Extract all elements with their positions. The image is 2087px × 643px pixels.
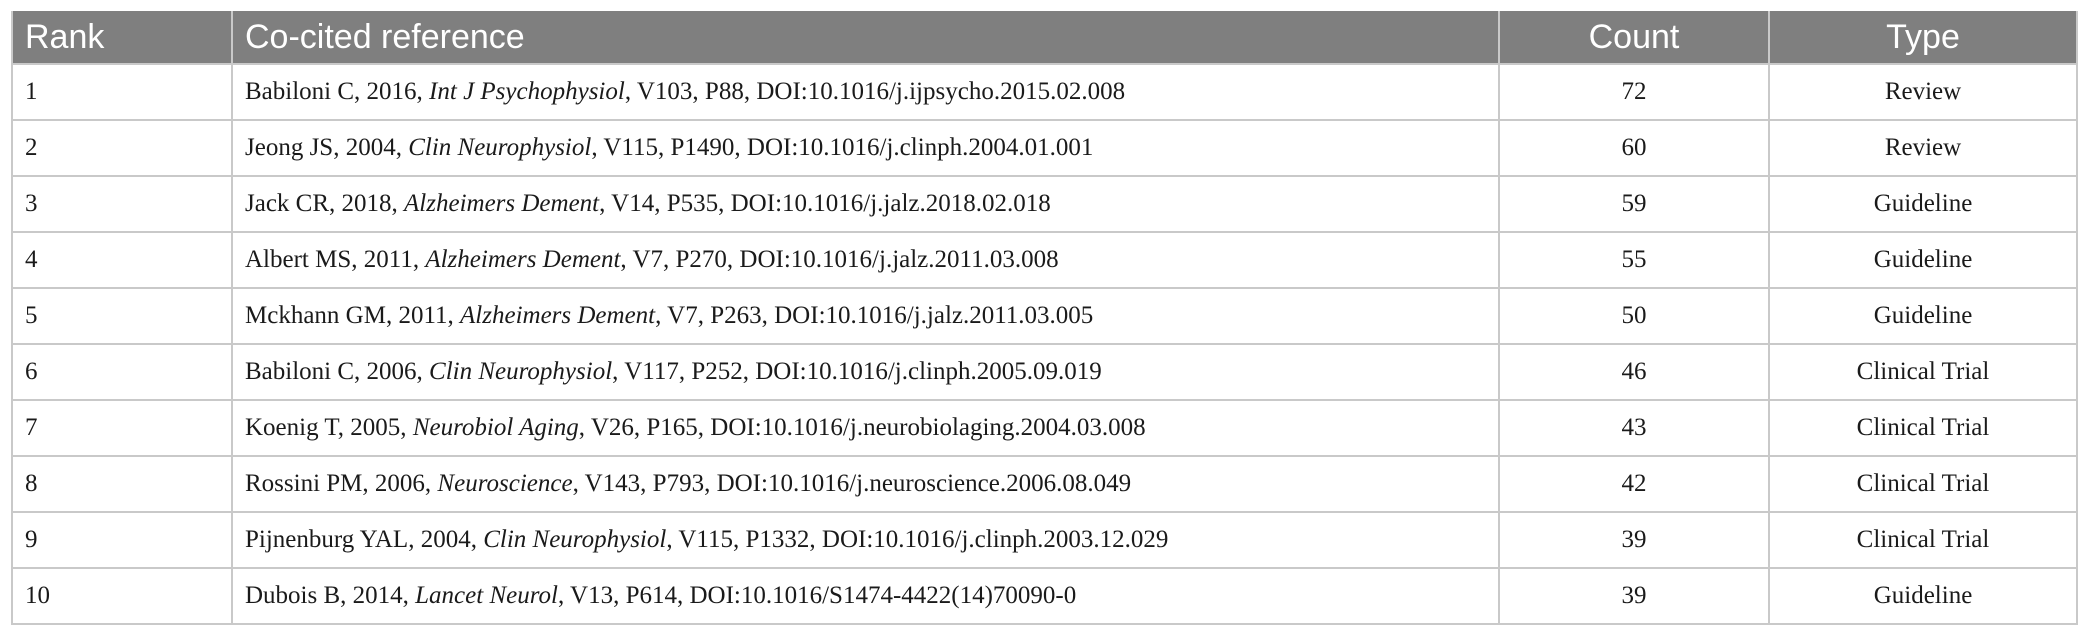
rank-cell: 3 xyxy=(11,175,233,233)
reference-journal: Int J Psychophysiol xyxy=(429,78,625,105)
rank-cell: 9 xyxy=(11,511,233,569)
co-cited-references-table-container: Rank Co-cited reference Count Type 1 Babi… xyxy=(11,11,2078,625)
table-row: 2 Jeong JS, 2004, Clin Neurophysiol, V115… xyxy=(11,119,2078,177)
rank-cell: 5 xyxy=(11,287,233,345)
rank-cell: 6 xyxy=(11,343,233,401)
reference-volume-page-doi: , V14, P535, DOI:10.1016/j.jalz.2018.02.… xyxy=(599,190,1051,217)
reference-journal: Alzheimers Dement xyxy=(425,246,621,273)
type-cell: Guideline xyxy=(1768,287,2078,345)
reference-author-year: Koenig T, 2005, xyxy=(245,414,413,441)
header-count: Count xyxy=(1498,11,1770,65)
reference-cell: Jack CR, 2018, Alzheimers Dement, V14, P… xyxy=(231,175,1500,233)
type-cell: Review xyxy=(1768,119,2078,177)
rank-cell: 7 xyxy=(11,399,233,457)
reference-volume-page-doi: , V7, P263, DOI:10.1016/j.jalz.2011.03.0… xyxy=(655,302,1094,329)
table-row: 6 Babiloni C, 2006, Clin Neurophysiol, V1… xyxy=(11,343,2078,401)
reference-volume-page-doi: , V115, P1490, DOI:10.1016/j.clinph.2004… xyxy=(591,134,1094,161)
type-cell: Clinical Trial xyxy=(1768,399,2078,457)
count-cell: 43 xyxy=(1498,399,1770,457)
count-cell: 60 xyxy=(1498,119,1770,177)
header-type: Type xyxy=(1768,11,2078,65)
rank-cell: 8 xyxy=(11,455,233,513)
reference-author-year: Albert MS, 2011, xyxy=(245,246,426,273)
type-cell: Review xyxy=(1768,63,2078,121)
table-row: 9 Pijnenburg YAL, 2004, Clin Neurophysiol… xyxy=(11,511,2078,569)
reference-volume-page-doi: , V7, P270, DOI:10.1016/j.jalz.2011.03.0… xyxy=(620,246,1059,273)
reference-journal: Neuroscience xyxy=(437,470,573,497)
reference-cell: Rossini PM, 2006, Neuroscience, V143, P7… xyxy=(231,455,1500,513)
count-cell: 50 xyxy=(1498,287,1770,345)
reference-author-year: Jeong JS, 2004, xyxy=(245,134,409,161)
table-row: 3 Jack CR, 2018, Alzheimers Dement, V14, … xyxy=(11,175,2078,233)
reference-cell: Dubois B, 2014, Lancet Neurol, V13, P614… xyxy=(231,567,1500,625)
reference-journal: Clin Neurophysiol xyxy=(408,134,592,161)
header-reference: Co-cited reference xyxy=(231,11,1500,65)
reference-journal: Lancet Neurol xyxy=(415,582,558,609)
type-cell: Guideline xyxy=(1768,175,2078,233)
reference-author-year: Mckhann GM, 2011, xyxy=(245,302,461,329)
reference-cell: Mckhann GM, 2011, Alzheimers Dement, V7,… xyxy=(231,287,1500,345)
rank-cell: 4 xyxy=(11,231,233,289)
count-cell: 39 xyxy=(1498,567,1770,625)
type-cell: Clinical Trial xyxy=(1768,343,2078,401)
reference-volume-page-doi: , V115, P1332, DOI:10.1016/j.clinph.2003… xyxy=(666,526,1169,553)
table-row: 8 Rossini PM, 2006, Neuroscience, V143, P… xyxy=(11,455,2078,513)
reference-volume-page-doi: , V143, P793, DOI:10.1016/j.neuroscience… xyxy=(572,470,1132,497)
reference-journal: Clin Neurophysiol xyxy=(429,358,613,385)
reference-cell: Babiloni C, 2016, Int J Psychophysiol, V… xyxy=(231,63,1500,121)
reference-author-year: Babiloni C, 2016, xyxy=(245,78,430,105)
header-rank: Rank xyxy=(11,11,233,65)
reference-journal: Alzheimers Dement xyxy=(404,190,600,217)
type-cell: Clinical Trial xyxy=(1768,455,2078,513)
table-row: 1 Babiloni C, 2016, Int J Psychophysiol, … xyxy=(11,63,2078,121)
reference-author-year: Rossini PM, 2006, xyxy=(245,470,438,497)
rank-cell: 10 xyxy=(11,567,233,625)
table-row: 4 Albert MS, 2011, Alzheimers Dement, V7,… xyxy=(11,231,2078,289)
type-cell: Clinical Trial xyxy=(1768,511,2078,569)
table-row: 5 Mckhann GM, 2011, Alzheimers Dement, V7… xyxy=(11,287,2078,345)
reference-volume-page-doi: , V103, P88, DOI:10.1016/j.ijpsycho.2015… xyxy=(624,78,1126,105)
reference-cell: Jeong JS, 2004, Clin Neurophysiol, V115,… xyxy=(231,119,1500,177)
reference-volume-page-doi: , V13, P614, DOI:10.1016/S1474-4422(14)7… xyxy=(557,582,1077,609)
reference-cell: Pijnenburg YAL, 2004, Clin Neurophysiol,… xyxy=(231,511,1500,569)
count-cell: 39 xyxy=(1498,511,1770,569)
rank-cell: 2 xyxy=(11,119,233,177)
reference-cell: Koenig T, 2005, Neurobiol Aging, V26, P1… xyxy=(231,399,1500,457)
reference-cell: Babiloni C, 2006, Clin Neurophysiol, V11… xyxy=(231,343,1500,401)
reference-author-year: Dubois B, 2014, xyxy=(245,582,416,609)
count-cell: 55 xyxy=(1498,231,1770,289)
reference-author-year: Babiloni C, 2006, xyxy=(245,358,430,385)
reference-volume-page-doi: , V117, P252, DOI:10.1016/j.clinph.2005.… xyxy=(612,358,1102,385)
count-cell: 59 xyxy=(1498,175,1770,233)
count-cell: 42 xyxy=(1498,455,1770,513)
type-cell: Guideline xyxy=(1768,567,2078,625)
header-row: Rank Co-cited reference Count Type xyxy=(11,11,2078,65)
reference-cell: Albert MS, 2011, Alzheimers Dement, V7, … xyxy=(231,231,1500,289)
rank-cell: 1 xyxy=(11,63,233,121)
table-header: Rank Co-cited reference Count Type xyxy=(11,11,2078,65)
reference-journal: Neurobiol Aging xyxy=(412,414,579,441)
count-cell: 46 xyxy=(1498,343,1770,401)
reference-author-year: Pijnenburg YAL, 2004, xyxy=(245,526,484,553)
count-cell: 72 xyxy=(1498,63,1770,121)
reference-journal: Alzheimers Dement xyxy=(460,302,656,329)
reference-volume-page-doi: , V26, P165, DOI:10.1016/j.neurobiolagin… xyxy=(578,414,1146,441)
reference-journal: Clin Neurophysiol xyxy=(483,526,667,553)
co-cited-references-table: Rank Co-cited reference Count Type 1 Babi… xyxy=(11,11,2078,625)
reference-author-year: Jack CR, 2018, xyxy=(245,190,405,217)
table-body: 1 Babiloni C, 2016, Int J Psychophysiol, … xyxy=(11,63,2078,625)
type-cell: Guideline xyxy=(1768,231,2078,289)
table-row: 10 Dubois B, 2014, Lancet Neurol, V13, P6… xyxy=(11,567,2078,625)
table-row: 7 Koenig T, 2005, Neurobiol Aging, V26, P… xyxy=(11,399,2078,457)
